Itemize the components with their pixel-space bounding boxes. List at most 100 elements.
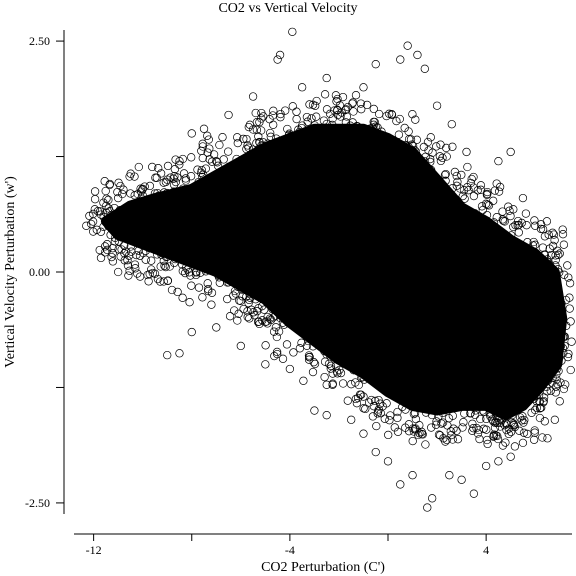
data-point <box>229 291 238 300</box>
data-point <box>396 55 405 64</box>
data-point <box>249 154 258 163</box>
data-point <box>412 179 421 188</box>
data-point <box>159 277 168 286</box>
data-point <box>439 434 448 443</box>
data-point <box>538 372 547 381</box>
data-point <box>546 282 555 291</box>
data-point <box>523 252 533 261</box>
data-point <box>566 365 575 375</box>
data-point <box>517 371 527 380</box>
data-point <box>356 355 366 365</box>
data-point <box>504 202 513 211</box>
data-point <box>382 399 391 408</box>
data-point <box>470 209 479 218</box>
data-point <box>201 183 210 192</box>
data-point <box>506 452 515 461</box>
data-point <box>261 317 270 327</box>
data-point <box>147 238 156 247</box>
data-point <box>485 228 494 237</box>
data-point <box>287 301 296 310</box>
data-point <box>316 135 325 144</box>
data-point <box>309 358 318 367</box>
data-point <box>403 379 412 388</box>
data-point <box>428 377 437 387</box>
data-point <box>110 237 120 246</box>
data-point <box>302 316 311 325</box>
data-point <box>210 228 219 237</box>
data-point <box>347 359 356 368</box>
data-point <box>312 112 321 121</box>
data-point <box>547 378 556 387</box>
data-point <box>289 298 298 307</box>
data-point <box>235 186 245 196</box>
data-point <box>511 221 520 230</box>
data-point <box>315 300 324 310</box>
data-point <box>196 252 205 261</box>
data-point <box>292 288 301 297</box>
data-point <box>269 313 278 322</box>
data-point <box>167 208 177 218</box>
data-point <box>92 225 101 234</box>
data-point <box>446 389 456 398</box>
data-point <box>386 371 396 380</box>
data-point <box>374 361 383 370</box>
data-point <box>255 138 264 147</box>
data-point <box>436 140 445 149</box>
data-point <box>443 234 452 243</box>
data-point <box>302 341 312 350</box>
data-point <box>255 118 264 127</box>
data-point <box>303 117 312 126</box>
data-point <box>509 205 518 214</box>
data-point <box>562 321 571 330</box>
data-point <box>380 414 389 423</box>
data-point <box>263 319 272 328</box>
data-point <box>518 412 527 421</box>
data-point <box>438 418 448 427</box>
data-point <box>162 188 172 198</box>
data-point <box>518 193 528 203</box>
data-point <box>234 168 243 178</box>
data-point <box>552 370 561 379</box>
data-point <box>482 246 491 255</box>
data-point <box>408 436 417 446</box>
data-point <box>185 240 194 249</box>
data-point <box>359 83 368 92</box>
data-point <box>511 387 521 396</box>
data-point <box>307 327 317 336</box>
data-point <box>141 246 150 255</box>
data-point <box>472 385 481 394</box>
data-point <box>234 309 243 318</box>
data-point <box>393 413 402 423</box>
data-point <box>363 346 372 355</box>
data-point <box>184 219 193 229</box>
data-point <box>219 173 228 183</box>
data-point <box>541 346 551 355</box>
data-point <box>199 124 209 133</box>
data-point <box>346 140 355 150</box>
data-point <box>159 178 168 187</box>
data-point <box>404 420 414 429</box>
data-point <box>272 332 282 342</box>
data-point <box>353 146 362 155</box>
data-point <box>530 216 539 225</box>
data-point <box>407 140 417 149</box>
data-point <box>329 155 338 164</box>
data-point <box>124 251 134 260</box>
data-point <box>148 162 157 172</box>
data-point <box>118 189 127 199</box>
data-point <box>231 289 240 298</box>
data-point <box>267 262 276 271</box>
data-point <box>223 294 232 304</box>
data-point <box>261 151 270 160</box>
data-point <box>522 388 531 397</box>
data-point <box>501 438 510 447</box>
data-point <box>156 262 165 271</box>
data-point <box>481 199 491 208</box>
data-point <box>556 378 565 387</box>
data-point <box>175 216 184 226</box>
data-point <box>260 147 270 156</box>
data-point <box>102 208 111 217</box>
data-point <box>507 231 516 240</box>
data-point <box>551 282 561 292</box>
data-point <box>519 428 529 437</box>
